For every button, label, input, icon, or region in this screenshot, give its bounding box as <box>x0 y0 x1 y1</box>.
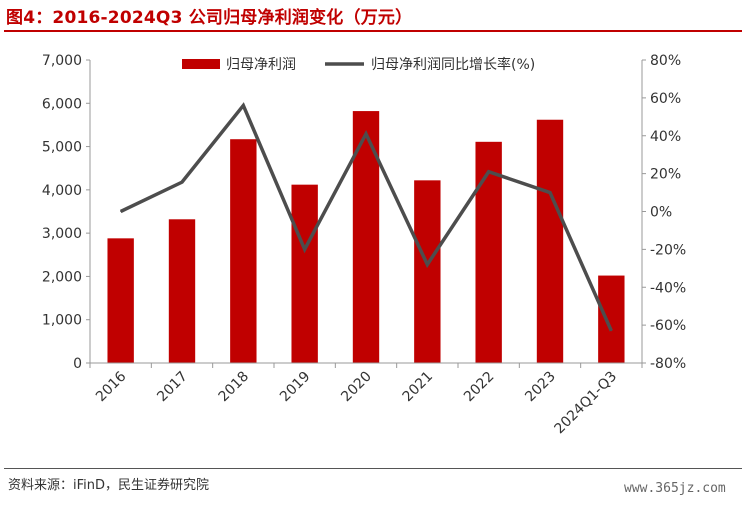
left-y-axis: 0 1,000 2,000 3,000 4,000 5,000 6,000 7,000 <box>42 53 91 372</box>
line-point <box>304 248 306 250</box>
right-tick-label: 20% <box>650 167 681 183</box>
line-point <box>181 181 183 183</box>
x-tick-label: 2016 <box>93 368 130 405</box>
bar <box>598 275 625 363</box>
bar <box>291 184 318 363</box>
source-note: 资料来源：iFinD，民生证券研究院 <box>8 478 210 493</box>
line-point <box>120 211 122 212</box>
line-point <box>242 104 244 106</box>
x-axis: 2016 2017 2018 2019 2020 2021 2022 20232024Q1-Q… <box>89 362 643 438</box>
left-tick-label: 7,000 <box>42 53 82 69</box>
title-divider <box>4 30 742 32</box>
x-tick-label: 2024Q1-Q3 <box>552 369 621 438</box>
x-tick-label: 2019 <box>277 369 314 406</box>
line-series <box>119 102 613 332</box>
line-point <box>426 264 428 266</box>
left-tick-label: 1,000 <box>42 313 82 329</box>
right-tick-label: -20% <box>650 242 686 258</box>
left-tick-label: 6,000 <box>42 96 82 112</box>
bar <box>107 238 134 363</box>
bar <box>414 180 441 363</box>
x-tick-label: 2022 <box>461 369 498 406</box>
x-tick-label: 2020 <box>338 369 375 406</box>
x-tick-label: 2018 <box>216 369 253 406</box>
watermark: www.365jz.com <box>624 481 726 496</box>
figure-title: 图4：2016-2024Q3 公司归母净利润变化（万元） <box>6 8 413 28</box>
right-tick-label: -40% <box>650 280 686 296</box>
bar <box>168 219 196 363</box>
bar <box>230 139 257 363</box>
left-tick-label: 3,000 <box>42 226 82 242</box>
bar <box>475 141 502 363</box>
x-tick-label: 2023 <box>522 369 559 406</box>
legend-line-label: 归母净利润同比增长率(%) <box>371 56 535 73</box>
line-point <box>610 330 612 332</box>
x-tick-label: 2017 <box>154 369 191 406</box>
left-tick-label: 5,000 <box>42 140 82 156</box>
line-point <box>365 133 367 135</box>
right-y-axis: -80% -60% -40% -20% 0% 20% 40% 60% 80% <box>641 53 686 372</box>
right-tick-label: 60% <box>650 91 681 107</box>
right-tick-label: 40% <box>650 129 681 145</box>
bar <box>536 119 564 363</box>
left-tick-label: 0 <box>73 356 82 372</box>
right-tick-label: -60% <box>650 318 686 334</box>
left-tick-label: 4,000 <box>42 183 82 199</box>
left-tick-label: 2,000 <box>42 269 82 285</box>
right-tick-label: 0% <box>650 205 672 221</box>
x-tick-label: 2021 <box>400 369 437 406</box>
legend-bar-swatch <box>182 59 220 69</box>
legend-bar-label: 归母净利润 <box>226 56 296 73</box>
line-point <box>549 192 551 194</box>
line-point <box>488 171 490 173</box>
source-divider <box>4 468 742 469</box>
bar-series <box>107 111 625 363</box>
right-tick-label: 80% <box>650 53 681 69</box>
right-tick-label: -80% <box>650 356 686 372</box>
chart: 0 1,000 2,000 3,000 4,000 5,000 6,000 7,000 -80… <box>42 53 686 438</box>
legend: 归母净利润 归母净利润同比增长率(%) <box>182 56 535 73</box>
